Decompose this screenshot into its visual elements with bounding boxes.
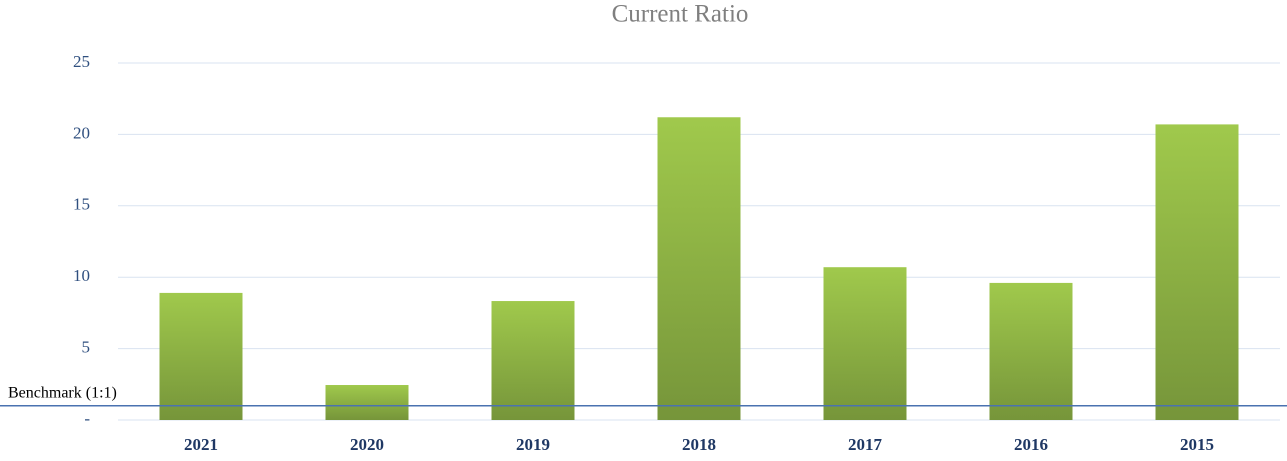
y-tick-label: 25 [73, 52, 90, 71]
bar [159, 292, 243, 420]
x-tick-label: 2020 [350, 435, 384, 454]
x-tick-label: 2015 [1180, 435, 1214, 454]
benchmark-label: Benchmark (1:1) [8, 384, 117, 401]
y-tick-label: 10 [73, 266, 90, 285]
y-tick-label: 20 [73, 123, 90, 142]
x-tick-label: 2017 [848, 435, 883, 454]
bar [325, 385, 409, 420]
bar [491, 301, 575, 420]
bar [657, 117, 741, 420]
y-tick-label: - [84, 409, 90, 428]
chart-title: Current Ratio [612, 1, 749, 28]
x-tick-label: 2019 [516, 435, 550, 454]
x-tick-label: 2021 [184, 435, 218, 454]
y-tick-label: 15 [73, 195, 90, 214]
x-tick-label: 2016 [1014, 435, 1048, 454]
y-tick-label: 5 [82, 338, 91, 357]
bar [1155, 124, 1239, 421]
bar [823, 267, 907, 420]
bar [989, 282, 1073, 420]
x-tick-label: 2018 [682, 435, 716, 454]
